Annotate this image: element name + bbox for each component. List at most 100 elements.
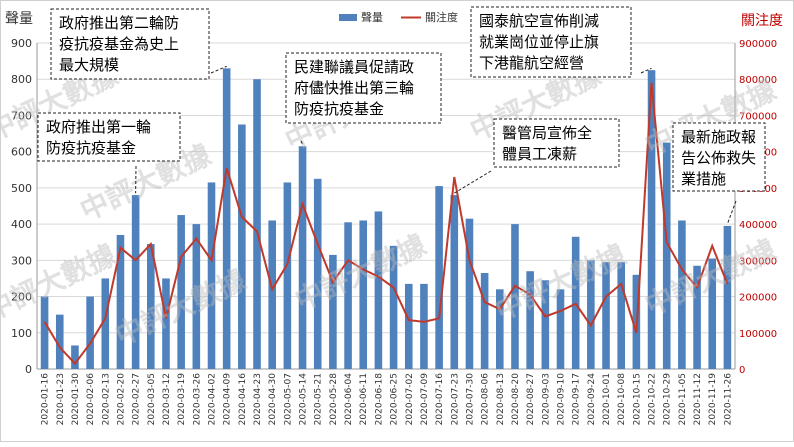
annotation-text: 最大規模	[59, 56, 119, 74]
y-right-tick-label: 200000	[739, 293, 777, 304]
x-tick-label: 2020-01-23	[56, 373, 66, 425]
x-tick-label: 2020-05-14	[299, 373, 309, 426]
x-tick-label: 2020-01-30	[71, 373, 81, 426]
x-tick-label: 2020-04-16	[238, 373, 248, 426]
x-tick-label: 2020-02-20	[116, 373, 126, 426]
x-tick-label: 2020-07-09	[420, 373, 430, 426]
bar	[268, 220, 276, 369]
legend-label-attention: 關注度	[425, 10, 458, 24]
x-tick-label: 2020-06-11	[359, 373, 369, 425]
y-right-tick-label: 400000	[739, 220, 777, 231]
annotation-text: 國泰航空宣佈削減	[479, 12, 599, 30]
x-tick-label: 2020-07-02	[405, 373, 415, 425]
annotation-pointer	[454, 171, 491, 193]
x-tick-label: 2020-08-20	[511, 373, 521, 426]
x-tick-label: 2020-10-01	[602, 373, 612, 425]
x-tick-label: 2020-06-04	[344, 373, 354, 426]
x-tick-label: 2020-06-25	[390, 373, 400, 425]
y-left-tick-label: 800	[11, 73, 32, 86]
x-tick-label: 2020-05-21	[314, 373, 324, 425]
y-right-tick-label: 0	[739, 365, 745, 376]
x-tick-label: 2020-11-12	[693, 373, 703, 425]
bar	[375, 211, 383, 369]
x-tick-label: 2020-06-18	[374, 373, 384, 426]
x-tick-label: 2020-05-28	[329, 373, 339, 426]
bar	[71, 345, 79, 369]
annotation-text: 體員工凍薪	[502, 145, 577, 163]
bar	[86, 297, 94, 369]
annotation-text: 政府推出第二輪防	[59, 14, 179, 32]
x-tick-label: 2020-03-26	[192, 373, 202, 426]
y-left-tick-label: 600	[11, 146, 32, 159]
y-left-tick-label: 300	[11, 254, 32, 267]
x-tick-label: 2020-10-15	[632, 373, 642, 425]
y-left-tick-label: 900	[11, 37, 32, 50]
bar	[663, 143, 671, 369]
bar	[359, 220, 367, 369]
annotation-text: 防疫抗疫基金	[46, 139, 136, 157]
x-tick-label: 2020-03-05	[147, 373, 157, 425]
x-tick-label: 2020-02-13	[101, 373, 111, 425]
y-right-axis-title: 關注度	[741, 13, 783, 29]
x-tick-label: 2020-08-06	[481, 373, 491, 426]
legend-label-volume: 聲量	[361, 10, 383, 24]
annotation-text: 就業崗位並停止旗	[479, 33, 599, 51]
x-tick-label: 2020-11-26	[723, 373, 733, 426]
x-tick-label: 2020-08-27	[526, 373, 536, 425]
legend-swatch-volume	[339, 14, 357, 21]
bar	[238, 125, 246, 370]
annotation-text: 最新施政報	[681, 128, 756, 146]
x-tick-label: 2020-07-16	[435, 373, 445, 426]
annotation-text: 業措施	[681, 170, 726, 188]
x-tick-label: 2020-03-12	[162, 373, 172, 425]
annotation-text: 民建聯議員促請政	[294, 58, 414, 76]
bar	[299, 146, 307, 369]
bar	[450, 195, 458, 369]
x-tick-label: 2020-10-22	[648, 373, 658, 425]
annotation-text: 下港龍航空經營	[479, 54, 584, 72]
bar	[724, 226, 732, 369]
annotation-text: 防疫抗疫基金	[294, 100, 384, 118]
annotation-text: 疫抗疫基金為史上	[59, 35, 179, 53]
x-tick-label: 2020-04-23	[253, 373, 263, 425]
x-tick-label: 2020-08-13	[496, 373, 506, 425]
y-left-tick-label: 100	[11, 327, 32, 340]
annotation-text: 政府推出第一輪	[46, 118, 151, 136]
x-tick-label: 2020-04-02	[208, 373, 218, 425]
y-left-tick-label: 400	[11, 218, 32, 231]
x-tick-label: 2020-10-08	[617, 373, 627, 426]
annotation-text: 告公佈救失	[681, 149, 756, 167]
x-tick-label: 2020-11-05	[678, 373, 688, 425]
x-tick-label: 2020-11-19	[708, 373, 718, 426]
x-tick-label: 2020-03-19	[177, 373, 187, 426]
annotation-text: 府儘快推出第三輪	[294, 79, 414, 97]
y-right-tick-label: 100000	[739, 329, 777, 340]
x-tick-label: 2020-09-17	[572, 373, 582, 425]
x-tick-label: 2020-04-30	[268, 373, 278, 426]
x-tick-label: 2020-02-27	[132, 373, 142, 425]
x-tick-label: 2020-07-30	[465, 373, 475, 426]
x-tick-label: 2020-02-06	[86, 373, 96, 426]
bar	[617, 262, 625, 369]
bar	[253, 79, 261, 369]
x-tick-label: 2020-05-07	[283, 373, 293, 425]
bar	[284, 182, 292, 369]
bar	[223, 68, 231, 369]
bar	[435, 186, 443, 369]
y-left-tick-label: 0	[25, 363, 32, 376]
x-tick-label: 2020-09-03	[541, 373, 551, 425]
bar	[41, 297, 49, 369]
bar	[405, 284, 413, 369]
x-tick-label: 2020-01-16	[41, 373, 51, 426]
x-tick-label: 2020-04-09	[223, 373, 233, 426]
y-left-tick-label: 500	[11, 182, 32, 195]
y-left-axis-title: 聲量	[5, 10, 33, 27]
x-tick-label: 2020-09-24	[587, 373, 597, 426]
bar	[481, 273, 489, 369]
bar	[420, 284, 428, 369]
x-tick-label: 2020-09-10	[557, 373, 567, 426]
annotation-text: 醫管局宣佈全	[502, 124, 592, 142]
x-tick-label: 2020-07-23	[450, 373, 460, 425]
